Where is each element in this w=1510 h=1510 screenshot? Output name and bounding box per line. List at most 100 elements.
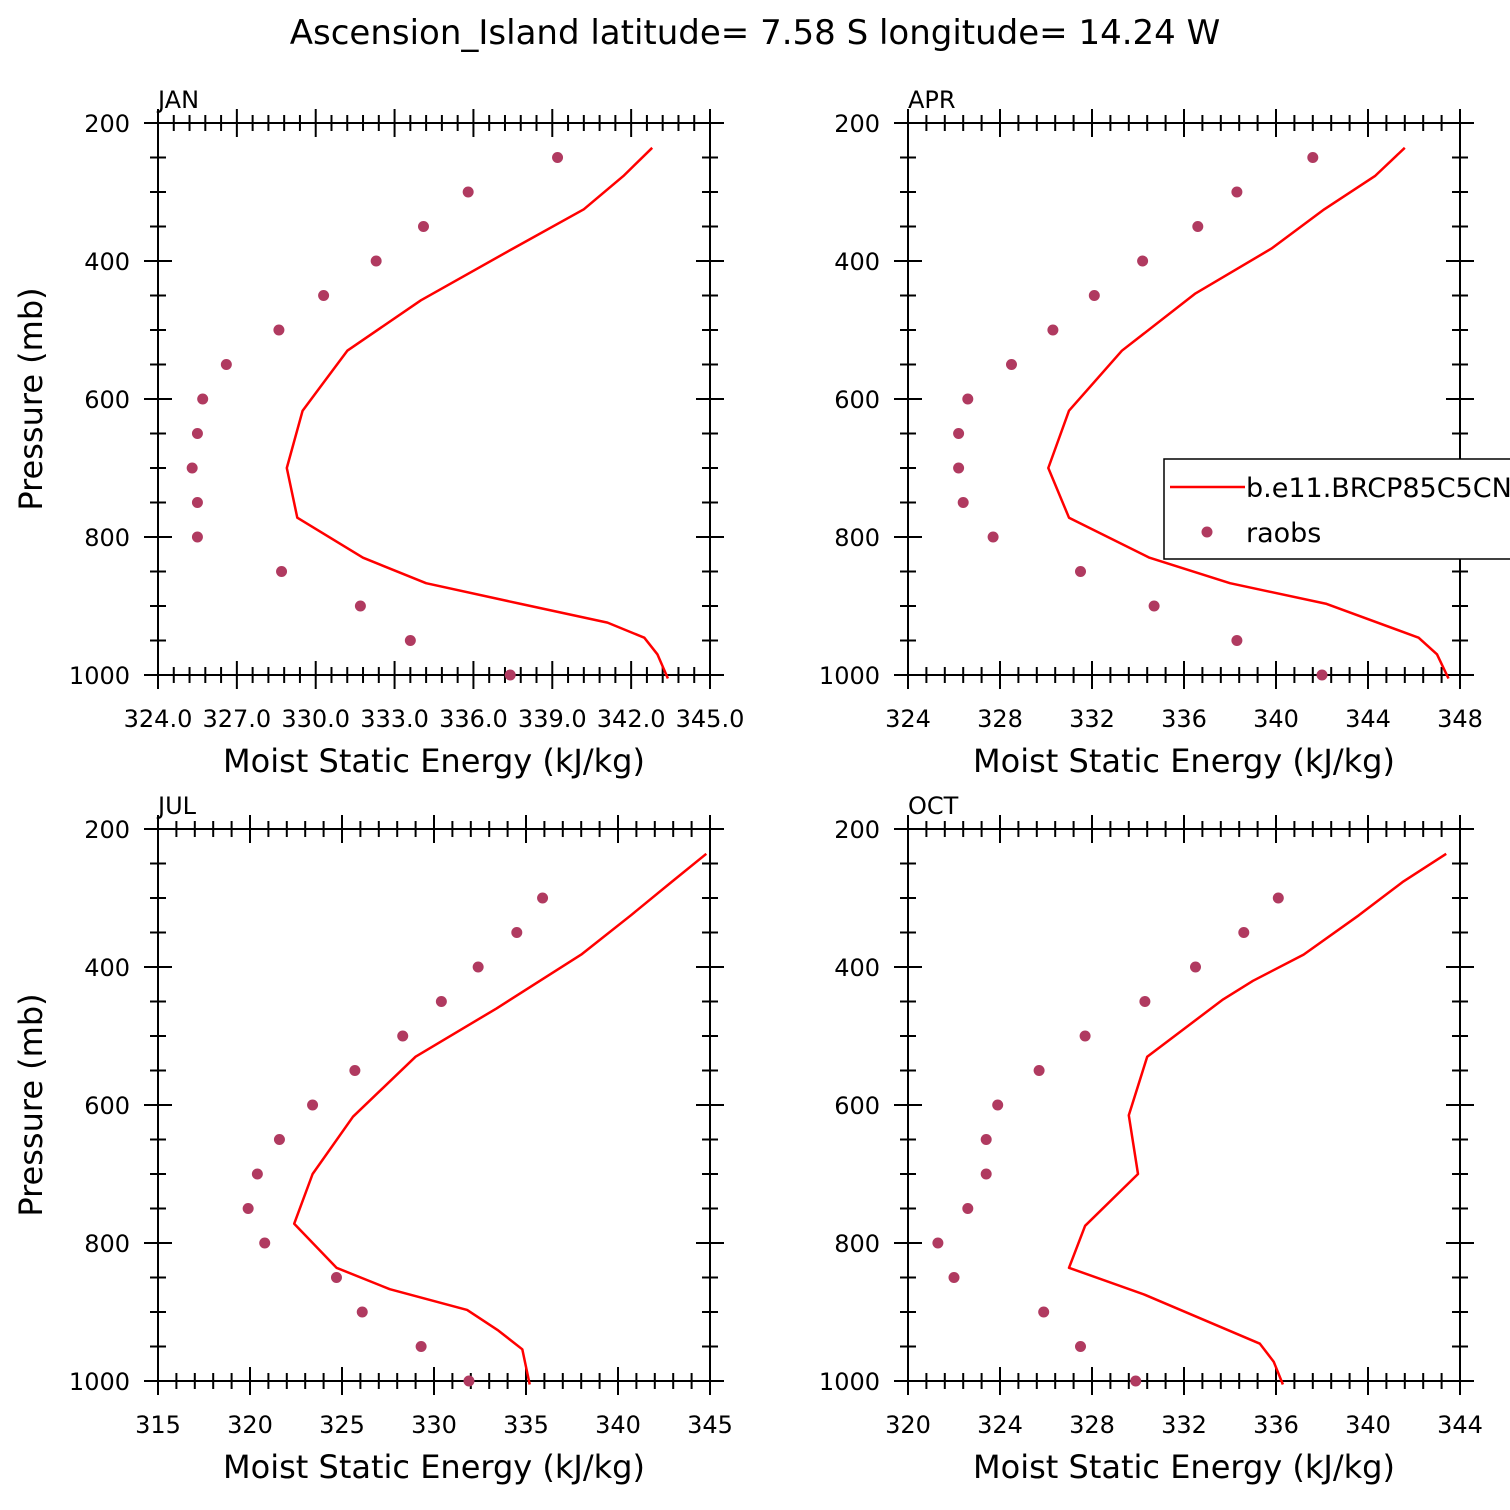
y-tick-label: 800 [834,524,880,552]
raobs-point [356,1306,368,1318]
y-tick-label: 200 [834,816,880,844]
raobs-point [276,566,288,577]
raobs-point [537,892,549,904]
x-tick-label: 333.0 [360,705,429,733]
x-tick-label: 324 [977,1411,1023,1439]
y-tick-label: 1000 [69,1368,130,1396]
raobs-point [472,961,484,973]
raobs-point [980,1134,992,1145]
raobs-point [1272,892,1284,904]
x-tick-label: 328 [1069,1411,1115,1439]
raobs-point [953,462,965,474]
raobs-point [1231,186,1243,198]
x-tick-label: 342.0 [597,705,666,733]
model-series-line [1047,146,1450,680]
y-tick-label: 400 [84,954,130,982]
raobs-point [242,1203,254,1214]
y-axis-label: Pressure (mb) [12,287,50,510]
raobs-point [1316,669,1328,681]
raobs-point [1192,221,1204,232]
raobs-point [462,186,474,198]
raobs-point [504,669,516,681]
y-tick-label: 600 [834,386,880,414]
x-tick-label: 340 [1253,705,1299,733]
x-tick-label: 320 [885,1411,931,1439]
x-axis-label: Moist Static Energy (kJ/kg) [223,1448,645,1486]
raobs-point [552,152,564,163]
x-tick-label: 330.0 [281,705,350,733]
legend-marker-swatch [1201,526,1213,538]
x-tick-label: 348 [1437,705,1483,733]
raobs-point [1139,996,1151,1007]
legend: b.e11.BRCP85C5CNBDRD.f09_g16.001raobs [1163,458,1510,560]
raobs-point [318,290,330,301]
x-axis-label: Moist Static Energy (kJ/kg) [973,742,1395,780]
y-tick-label: 1000 [69,662,130,690]
raobs-point [987,531,999,543]
legend-label-model: b.e11.BRCP85C5CNBDRD.f09_g16.001 [1246,473,1510,504]
raobs-point [186,462,198,474]
raobs-point [1075,566,1086,577]
raobs-point [1033,1065,1045,1076]
raobs-point [1148,600,1160,612]
y-tick-label: 400 [834,954,880,982]
panel-title: JAN [156,86,199,114]
panels: JAN 200 400 600 800 1000 324.0 327.0 330.0 333.0 3… [12,86,1483,1486]
legend-label-raobs: raobs [1246,518,1321,549]
raobs-point [1079,1030,1091,1042]
raobs-point [417,221,429,232]
raobs-point [435,996,447,1007]
raobs-point [463,1375,475,1387]
x-tick-label: 332 [1069,705,1115,733]
x-tick-label: 339.0 [518,705,587,733]
plot-frame [907,122,1461,676]
raobs-point [1231,635,1243,646]
model-series-line [285,146,670,679]
raobs-point [1047,324,1059,336]
model-series-line [292,852,708,1385]
raobs-point [992,1099,1004,1111]
raobs-point [980,1168,992,1180]
x-tick-label: 336 [1253,1411,1299,1439]
x-tick-label: 336 [1161,705,1207,733]
raobs-point [948,1272,960,1283]
raobs-point [220,359,232,370]
x-tick-label: 320 [227,1411,273,1439]
raobs-point [957,497,969,508]
raobs-point [1130,1375,1142,1387]
raobs-point [962,1203,974,1214]
y-tick-label: 400 [84,248,130,276]
raobs-point [1307,152,1319,163]
x-axis-label: Moist Static Energy (kJ/kg) [223,742,645,780]
y-tick-label: 200 [84,110,130,138]
x-tick-label: 330 [411,1411,457,1439]
y-tick-label: 1000 [819,662,880,690]
raobs-point [1038,1306,1050,1318]
figure-title: Ascension_Island latitude= 7.58 S longit… [290,13,1221,53]
model-series-line [1067,852,1447,1385]
x-tick-label: 336.0 [439,705,508,733]
raobs-point [349,1065,361,1076]
raobs-point [197,393,209,405]
y-tick-label: 200 [84,816,130,844]
raobs-point [354,600,366,612]
x-axis-label: Moist Static Energy (kJ/kg) [973,1448,1395,1486]
raobs-point [1006,359,1017,370]
x-tick-label: 328 [977,705,1023,733]
x-tick-label: 345.0 [676,705,745,733]
x-tick-label: 344 [1437,1411,1483,1439]
raobs-point [330,1272,342,1283]
x-tick-label: 324.0 [124,705,193,733]
raobs-point [251,1168,263,1180]
plot-frame [157,828,711,1382]
raobs-point [191,497,203,508]
raobs-point [370,255,382,267]
y-tick-label: 600 [834,1092,880,1120]
x-tick-label: 332 [1161,1411,1207,1439]
raobs-point [1190,961,1201,973]
raobs-point [191,428,203,439]
raobs-point [404,635,416,646]
